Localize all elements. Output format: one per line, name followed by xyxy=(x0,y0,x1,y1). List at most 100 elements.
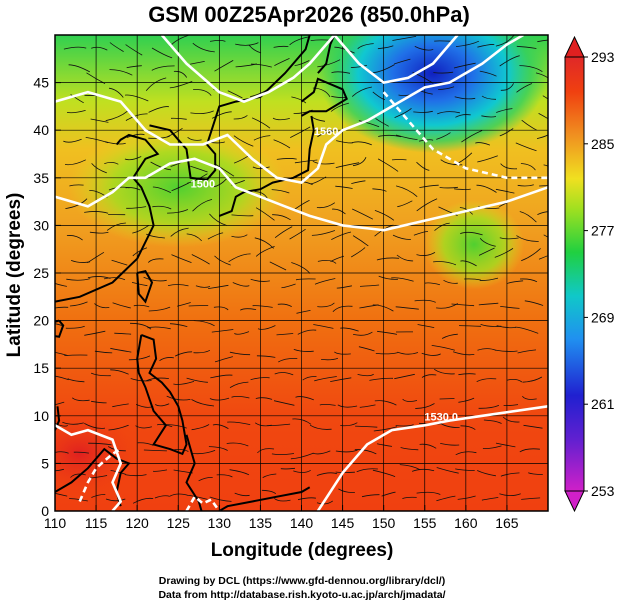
plot-area xyxy=(55,35,548,511)
streamline xyxy=(154,495,170,499)
streamline xyxy=(311,230,336,236)
streamline xyxy=(232,282,250,287)
y-tick-label: 40 xyxy=(33,122,49,138)
y-tick-label: 5 xyxy=(41,455,49,471)
streamline xyxy=(70,94,84,104)
streamline xyxy=(209,397,230,401)
coastline xyxy=(149,35,311,181)
streamline xyxy=(297,497,316,501)
streamline xyxy=(478,302,499,306)
streamline xyxy=(496,108,513,113)
streamline xyxy=(312,450,331,455)
streamline xyxy=(313,324,334,329)
streamline xyxy=(414,299,436,303)
streamline xyxy=(294,60,310,66)
y-tick-label: 15 xyxy=(33,360,49,376)
streamline xyxy=(453,62,476,69)
streamline xyxy=(152,205,172,210)
y-axis-label: Latitude (degrees) xyxy=(4,193,25,358)
streamline xyxy=(438,86,455,90)
streamline xyxy=(460,260,477,267)
streamline xyxy=(317,302,335,308)
streamline xyxy=(361,494,380,498)
streamline xyxy=(135,425,153,429)
streamline xyxy=(262,473,277,478)
colorbar-tick-label: 253 xyxy=(591,483,615,499)
x-tick-label: 160 xyxy=(454,515,478,531)
streamline xyxy=(521,248,541,262)
coastline xyxy=(136,333,188,456)
streamline xyxy=(213,178,227,188)
streamline xyxy=(251,117,271,129)
streamline xyxy=(91,400,107,404)
streamline xyxy=(416,491,441,495)
streamline xyxy=(476,378,497,382)
height-contour xyxy=(78,447,122,503)
streamline xyxy=(252,305,273,308)
streamline xyxy=(372,469,396,477)
streamline xyxy=(461,130,483,143)
streamline xyxy=(274,498,291,502)
streamline xyxy=(521,119,538,131)
streamline xyxy=(515,326,539,334)
y-tick-label: 25 xyxy=(33,265,49,281)
streamline xyxy=(110,347,132,353)
colorbar-tick-label: 261 xyxy=(591,396,615,412)
streamline xyxy=(372,91,386,100)
streamline xyxy=(195,285,211,288)
streamline xyxy=(500,83,514,91)
streamline xyxy=(499,237,519,240)
streamline xyxy=(519,278,538,283)
credit-data: Data from http://database.rish.kyoto-u.a… xyxy=(158,589,445,601)
streamline xyxy=(419,139,434,142)
streamline xyxy=(412,72,434,84)
streamline xyxy=(350,65,367,68)
contour-label: 1530.0 xyxy=(424,412,458,424)
streamline xyxy=(143,276,167,282)
streamline xyxy=(481,95,497,100)
streamline xyxy=(443,279,458,284)
streamline xyxy=(226,442,249,447)
streamline xyxy=(255,207,275,221)
streamline xyxy=(234,331,250,335)
streamline xyxy=(369,377,394,381)
streamline xyxy=(69,498,88,502)
streamline xyxy=(64,159,86,166)
streamline xyxy=(393,58,411,65)
streamline xyxy=(274,226,293,239)
streamline xyxy=(416,252,436,256)
streamline xyxy=(68,64,90,73)
streamline xyxy=(499,55,520,67)
streamline xyxy=(460,231,483,236)
streamline xyxy=(69,301,88,307)
streamline xyxy=(351,141,372,146)
x-tick-label: 145 xyxy=(331,515,355,531)
streamline xyxy=(55,283,67,287)
streamline xyxy=(187,173,208,184)
streamline xyxy=(481,497,499,501)
streamline xyxy=(455,451,477,456)
streamline xyxy=(402,398,418,402)
streamline xyxy=(104,161,119,165)
streamline xyxy=(254,237,274,249)
streamline xyxy=(354,449,377,455)
streamline xyxy=(66,278,91,281)
streamline xyxy=(187,136,202,141)
coastline xyxy=(55,133,160,303)
streamline xyxy=(67,378,85,383)
streamline xyxy=(353,331,373,336)
streamline xyxy=(276,333,294,336)
y-axis-ticks: 0 5 10 15 20 25 30 35 40 45 xyxy=(33,75,61,519)
streamline xyxy=(316,202,336,209)
streamline xyxy=(516,45,537,49)
streamline xyxy=(255,397,273,400)
streamline xyxy=(538,113,548,120)
streamline xyxy=(314,278,336,285)
streamline xyxy=(289,228,306,240)
streamline xyxy=(239,308,257,311)
streamline xyxy=(124,94,149,102)
streamline xyxy=(280,467,296,470)
streamline xyxy=(478,247,495,256)
streamline xyxy=(271,189,290,194)
